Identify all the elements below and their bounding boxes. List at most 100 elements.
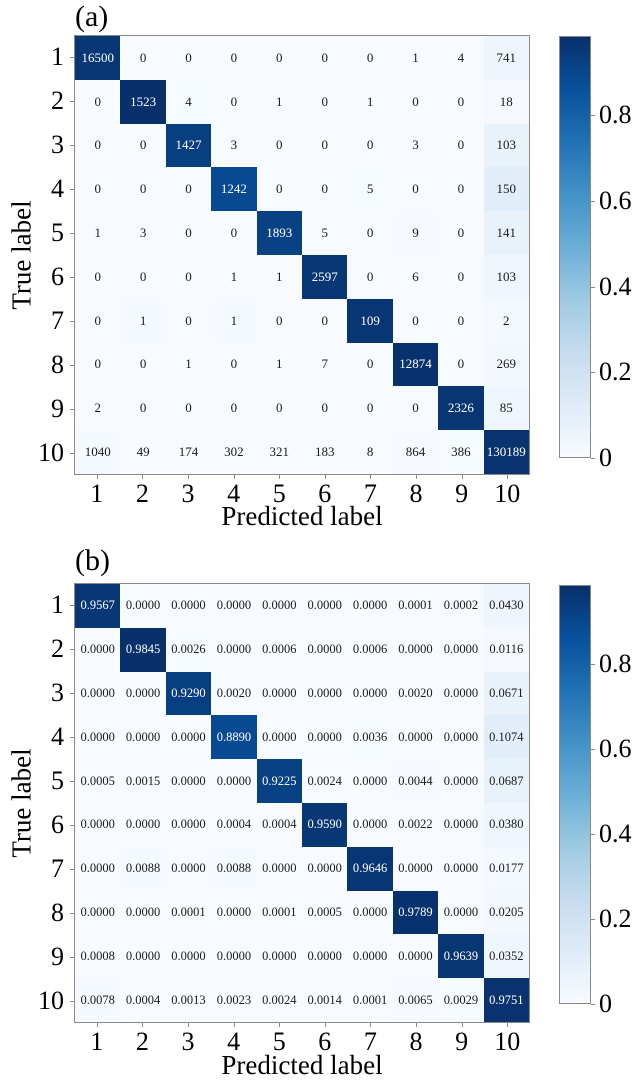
matrix-cell: 0 xyxy=(256,123,302,168)
matrix-cell: 0.9567 xyxy=(75,584,121,628)
matrix-cell: 0 xyxy=(347,123,393,168)
matrix-cell: 4 xyxy=(438,36,484,80)
x-tick-mark xyxy=(416,1023,417,1027)
colorbar-tick-mark xyxy=(591,286,595,288)
matrix-cell: 0.0004 xyxy=(120,978,166,1022)
matrix-cell: 0.0000 xyxy=(75,671,121,716)
colorbar-tick-mark xyxy=(591,200,595,202)
x-tick-label: 2 xyxy=(135,1027,149,1056)
matrix-cell: 1427 xyxy=(165,123,212,168)
matrix-cell: 0.9590 xyxy=(302,802,348,847)
matrix-cell: 0.0000 xyxy=(438,890,484,935)
x-tick-mark xyxy=(96,1023,98,1027)
colorbar-tick-label: 0 xyxy=(599,443,612,472)
matrix-cell: 0.0000 xyxy=(347,671,393,716)
y-tick-mark xyxy=(70,957,74,958)
matrix-cell: 0.0013 xyxy=(165,978,212,1022)
matrix-cell: 0.0000 xyxy=(438,671,484,716)
y-tick-label: 8 xyxy=(51,898,64,927)
matrix-cell: 0 xyxy=(438,254,484,299)
x-tick-mark xyxy=(96,475,98,479)
y-tick-mark xyxy=(70,693,74,694)
x-tick-label: 8 xyxy=(409,479,423,508)
matrix-cell: 1242 xyxy=(211,167,257,212)
matrix-cell: 0 xyxy=(302,123,348,168)
matrix-cell: 3 xyxy=(211,123,257,168)
matrix-cell: 0 xyxy=(302,79,348,124)
matrix-cell: 5 xyxy=(302,211,348,255)
matrix-cell: 3 xyxy=(120,211,166,255)
colorbar-tick-label: 0.4 xyxy=(599,818,632,848)
x-tick-mark xyxy=(507,1023,509,1027)
matrix-cell: 0.8890 xyxy=(211,715,257,760)
x-tick-label: 6 xyxy=(318,479,332,508)
matrix-cell: 0 xyxy=(347,254,393,299)
matrix-cell: 0.0014 xyxy=(302,978,348,1022)
x-tick-mark xyxy=(416,475,417,479)
matrix-cell: 0 xyxy=(165,386,212,431)
matrix-cell: 0.0430 xyxy=(483,584,529,628)
matrix-cell: 0.0000 xyxy=(438,802,484,847)
y-tick-mark xyxy=(70,737,74,738)
matrix-cell: 0.0000 xyxy=(347,890,393,935)
matrix-cell: 0 xyxy=(120,386,166,431)
y-tick-label: 4 xyxy=(51,722,64,751)
y-axis-label-b: True label xyxy=(6,748,37,858)
matrix-cell: 0.0078 xyxy=(75,978,121,1022)
matrix-cell: 109 xyxy=(347,298,393,343)
y-tick-label: 9 xyxy=(51,394,64,423)
matrix-cell: 0.0024 xyxy=(256,978,302,1022)
matrix-cell: 0 xyxy=(438,167,484,212)
matrix-cell: 0 xyxy=(302,298,348,343)
y-tick-label: 6 xyxy=(51,262,64,291)
matrix-cell: 0.0005 xyxy=(302,890,348,935)
colorbar-tick-mark xyxy=(591,663,595,665)
y-tick-mark xyxy=(70,145,74,146)
matrix-cell: 0 xyxy=(120,36,166,80)
matrix-cell: 2326 xyxy=(438,386,484,431)
matrix-cell: 0 xyxy=(75,298,121,343)
matrix-cell: 0 xyxy=(347,386,393,431)
matrix-cell: 1 xyxy=(256,79,302,124)
matrix-cell: 321 xyxy=(256,430,302,474)
matrix-cell: 0.0000 xyxy=(211,627,257,672)
x-tick-label: 3 xyxy=(181,1027,195,1056)
matrix-cell: 1 xyxy=(211,254,257,299)
matrix-cell: 0.0006 xyxy=(256,627,302,672)
colorbar-tick-mark xyxy=(591,833,595,835)
matrix-cell: 0.0000 xyxy=(75,846,121,891)
matrix-cell: 0 xyxy=(347,36,393,80)
matrix-cell: 85 xyxy=(483,386,529,431)
colorbar-tick-mark xyxy=(591,372,595,374)
colorbar-tick-mark xyxy=(591,458,595,459)
x-tick-mark xyxy=(370,475,372,479)
matrix-cell: 0 xyxy=(438,298,484,343)
matrix-cell: 0.9751 xyxy=(483,978,529,1022)
matrix-cell: 0.0000 xyxy=(347,802,393,847)
y-tick-mark xyxy=(70,825,74,826)
matrix-cell: 0.0000 xyxy=(256,671,302,716)
y-tick-label: 1 xyxy=(51,590,64,619)
matrix-cell: 0.0020 xyxy=(392,671,439,716)
colorbar-tick-label: 0.4 xyxy=(599,271,632,301)
matrix-cell: 1 xyxy=(165,342,212,387)
x-tick-label: 10 xyxy=(494,1027,521,1056)
matrix-cell: 0 xyxy=(120,123,166,168)
matrix-cell: 0.0000 xyxy=(302,584,348,628)
y-tick-label: 7 xyxy=(51,854,64,883)
matrix-cell: 0 xyxy=(165,211,212,255)
colorbar-tick-label: 0.6 xyxy=(599,733,632,763)
matrix-cell: 0.0026 xyxy=(165,627,212,672)
x-tick-label: 3 xyxy=(181,479,195,508)
matrix-cell: 0.0004 xyxy=(256,802,302,847)
matrix-cell: 0 xyxy=(256,298,302,343)
matrix-cell: 0.0000 xyxy=(392,934,439,979)
matrix-cell: 0.0029 xyxy=(438,978,484,1022)
x-axis-label-a: Predicted label xyxy=(221,501,383,531)
matrix-cell: 0.0000 xyxy=(75,627,121,672)
matrix-cell: 0.0000 xyxy=(120,671,166,716)
matrix-cell: 0.0000 xyxy=(302,627,348,672)
matrix-cell: 0 xyxy=(165,36,212,80)
y-tick-mark xyxy=(70,57,74,58)
matrix-cell: 8 xyxy=(347,430,393,474)
